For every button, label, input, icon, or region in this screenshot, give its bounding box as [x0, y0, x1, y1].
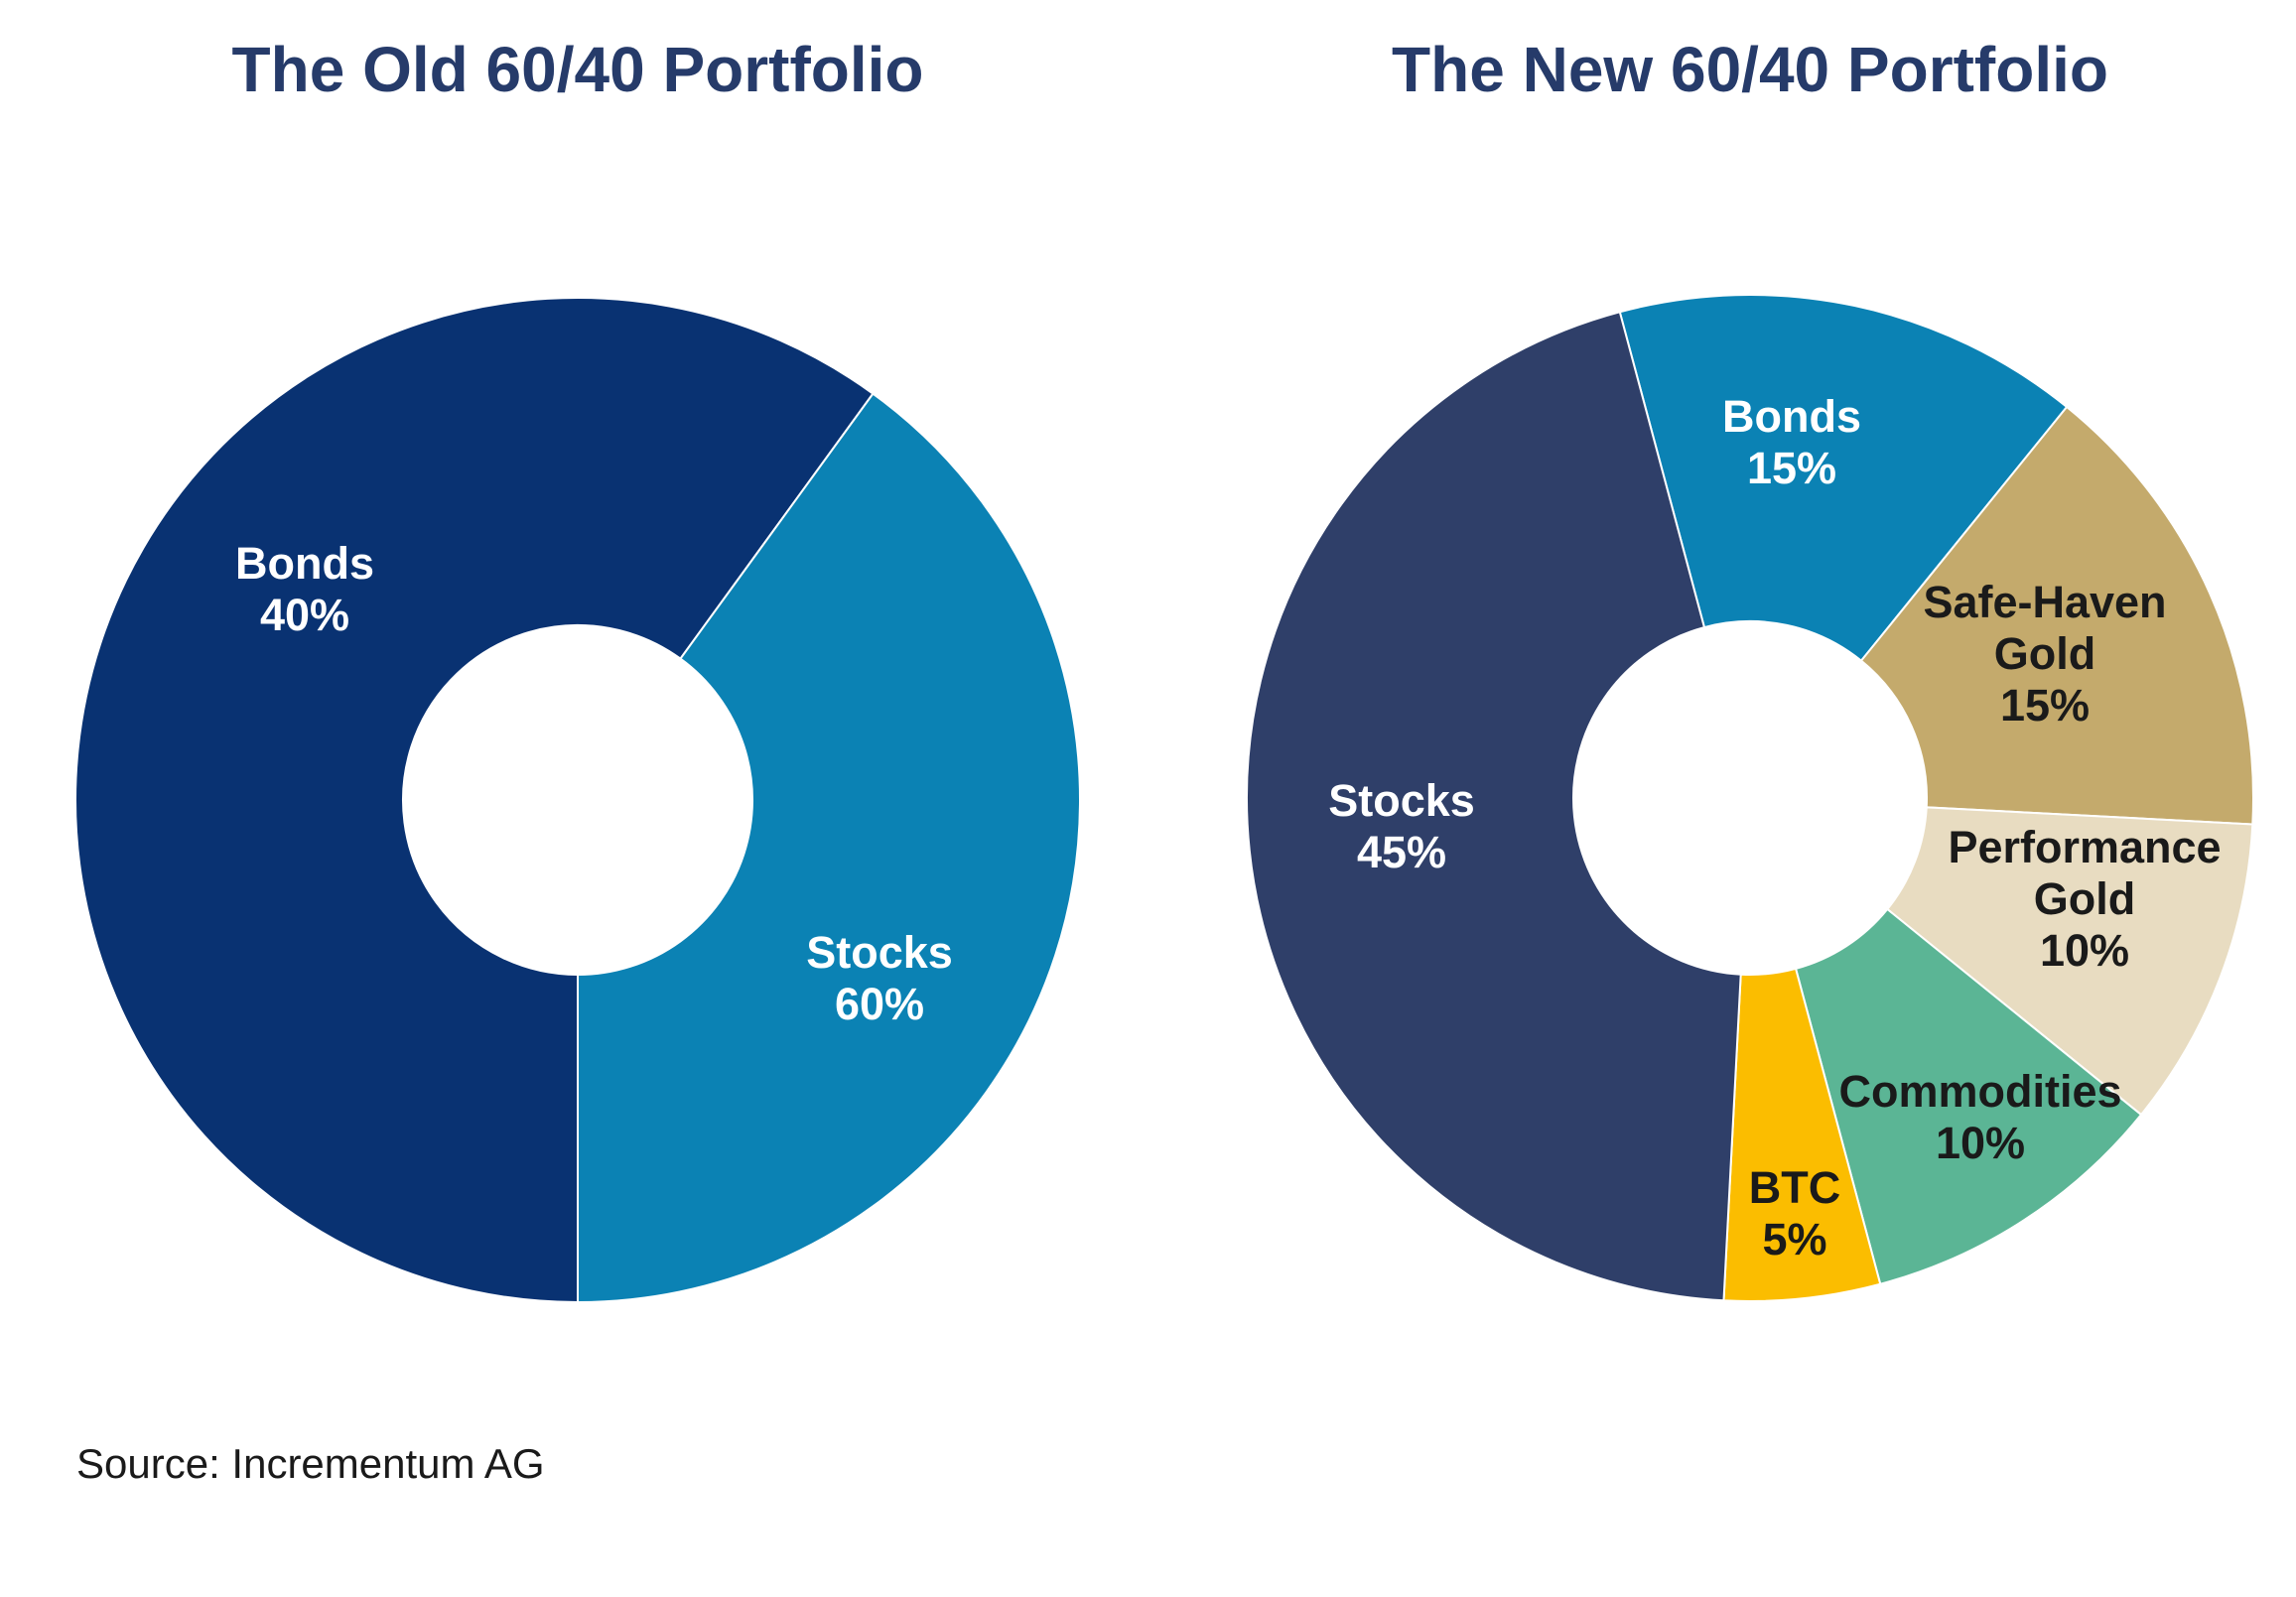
- new-label-name: Performance: [1948, 822, 2221, 872]
- old-slice-bonds: [577, 392, 1081, 1304]
- source-note: Source: Incrementum AG: [76, 1440, 545, 1487]
- old-label-name: Stocks: [806, 927, 953, 978]
- new-label-value: 15%: [2000, 680, 2090, 731]
- new-slice-commodities: [1794, 907, 2143, 1285]
- old-slice-stocks: [74, 297, 875, 1304]
- old-portfolio-donut: [74, 297, 1081, 1304]
- new-label-value: 5%: [1762, 1214, 1826, 1264]
- new-label-value: 10%: [2040, 925, 2129, 976]
- new-label-name: Commodities: [1838, 1066, 2121, 1117]
- old-label-value: 40%: [260, 590, 349, 640]
- new-label-safe-haven-gold: Safe-Haven Gold 15%: [1923, 577, 2166, 731]
- new-slice-bonds: [1618, 294, 2069, 663]
- new-label-name: Gold: [2034, 873, 2135, 924]
- new-label-value: 10%: [1936, 1118, 2025, 1168]
- new-portfolio-donut: [1246, 294, 2254, 1302]
- new-label-name: Bonds: [1722, 391, 1861, 442]
- new-label-name: BTC: [1749, 1162, 1840, 1213]
- new-slice-stocks: [1246, 311, 1742, 1302]
- old-label-value: 60%: [835, 979, 924, 1029]
- new-label-value: 45%: [1357, 827, 1446, 877]
- old-portfolio-chart: The Old 60/40 Portfolio Stocks 60% Bonds 40…: [74, 34, 1081, 1304]
- new-label-name: Safe-Haven: [1923, 577, 2166, 627]
- new-label-bonds: Bonds 15%: [1722, 391, 1861, 493]
- old-label-bonds: Bonds 40%: [235, 538, 374, 640]
- new-label-performance-gold: Performance Gold 10%: [1948, 822, 2221, 976]
- new-label-name: Stocks: [1328, 775, 1475, 826]
- new-slice-safe-haven-gold: [1859, 405, 2254, 826]
- new-label-btc: BTC 5%: [1749, 1162, 1840, 1264]
- new-label-name: Gold: [1994, 628, 2095, 679]
- new-portfolio-chart: The New 60/40 Portfolio Bonds 15%Safe-Hav…: [1246, 34, 2254, 1302]
- old-portfolio-title: The Old 60/40 Portfolio: [232, 34, 924, 105]
- new-label-commodities: Commodities 10%: [1838, 1066, 2121, 1168]
- new-portfolio-title: The New 60/40 Portfolio: [1392, 34, 2108, 105]
- new-label-stocks: Stocks 45%: [1328, 775, 1475, 877]
- new-label-value: 15%: [1747, 443, 1836, 493]
- old-label-stocks: Stocks 60%: [806, 927, 953, 1029]
- new-slice-performance-gold: [1885, 806, 2254, 1117]
- new-portfolio-labels: Bonds 15%Safe-Haven Gold 15%Performance Gold…: [1328, 391, 2221, 1264]
- old-label-name: Bonds: [235, 538, 374, 589]
- old-portfolio-labels: Stocks 60% Bonds 40%: [235, 538, 953, 1029]
